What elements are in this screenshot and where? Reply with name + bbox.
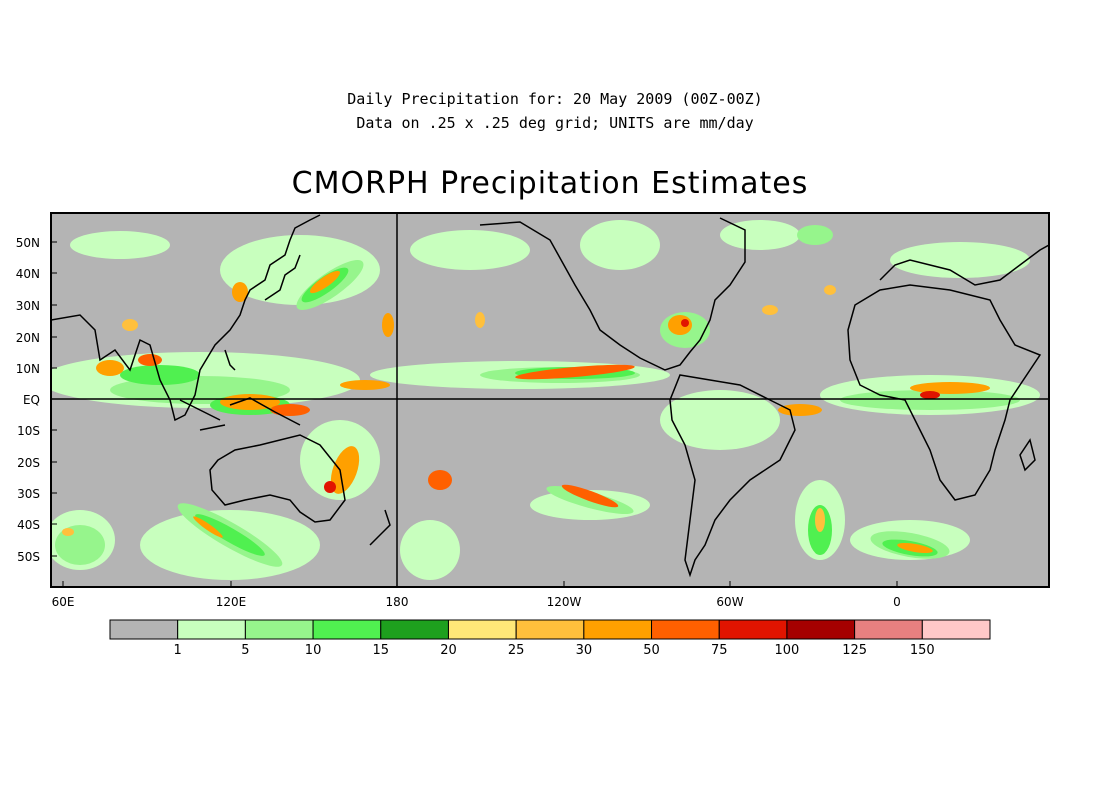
legend-color-swatch xyxy=(786,619,856,640)
coastline-islands xyxy=(179,349,301,431)
latitude-label: 50N xyxy=(16,236,40,250)
latitude-label: 50S xyxy=(17,550,40,564)
coastline-japan xyxy=(264,254,301,301)
latitude-label: 40S xyxy=(17,518,40,532)
latitude-label: EQ xyxy=(23,393,40,407)
legend-color-swatch xyxy=(651,619,720,640)
latitude-label: 10N xyxy=(16,362,40,376)
legend-label: 5 xyxy=(241,643,249,658)
latitude-label: 30N xyxy=(16,299,40,313)
legend-label: 20 xyxy=(440,643,457,658)
coastline-new-zealand xyxy=(369,509,391,546)
longitude-label: 180 xyxy=(386,595,409,609)
color-scale-legend: 1 5 10 15 20 25 30 50 75 100 125 150 xyxy=(109,619,991,658)
legend-color-swatch xyxy=(515,619,585,640)
latitude-label: 20S xyxy=(17,456,40,470)
coastline-south-america xyxy=(669,374,796,578)
legend-label: 50 xyxy=(643,643,660,658)
latitude-label: 40N xyxy=(16,267,40,281)
legend-label: 15 xyxy=(372,643,389,658)
precip-intense-areas xyxy=(62,270,990,554)
legend-label: 10 xyxy=(305,643,322,658)
legend-color-swatch xyxy=(312,619,382,640)
legend-label: 75 xyxy=(711,643,728,658)
legend-color-swatch xyxy=(718,619,788,640)
legend-color-swatch xyxy=(244,619,314,640)
longitude-label: 120W xyxy=(547,595,582,609)
coastline-asia xyxy=(51,214,321,422)
coastline-north-america xyxy=(479,217,746,371)
map-title: CMORPH Precipitation Estimates xyxy=(291,166,809,201)
coastlines xyxy=(51,214,1049,578)
legend-label: 150 xyxy=(910,643,935,658)
precipitation-field xyxy=(51,220,1040,580)
longitude-label: 120E xyxy=(216,595,247,609)
longitude-label: 60W xyxy=(716,595,743,609)
legend-color-swatch xyxy=(380,619,449,640)
legend-color-swatch xyxy=(177,619,246,640)
longitude-label: 60E xyxy=(52,595,75,609)
latitude-label: 20N xyxy=(16,331,40,345)
coastline-madagascar xyxy=(1019,438,1036,472)
latitude-label: 10S xyxy=(17,424,40,438)
longitude-label: 0 xyxy=(893,595,901,609)
legend-color-swatch xyxy=(447,619,517,640)
legend-color-swatch xyxy=(854,619,923,640)
legend-color-swatch xyxy=(109,619,179,640)
coastline-australia xyxy=(209,434,346,523)
longitude-axis: 60E 120E 180 120W 60W 0 xyxy=(52,581,901,609)
coastline-africa xyxy=(847,284,1042,501)
coastline-europe xyxy=(879,244,1049,286)
subtitle-date: Daily Precipitation for: 20 May 2009 (00… xyxy=(347,90,763,108)
latitude-axis: 50N 40N 30N 20N 10N EQ 10S 20S 30S 40S 50S xyxy=(16,236,57,564)
map-frame xyxy=(50,212,1050,588)
subtitle-grid-units: Data on .25 x .25 deg grid; UNITS are mm… xyxy=(356,114,754,132)
legend-color-swatch xyxy=(921,619,991,640)
legend-label: 30 xyxy=(576,643,593,658)
legend-color-swatch xyxy=(583,619,653,640)
legend-label: 1 xyxy=(174,643,182,658)
legend-label: 125 xyxy=(842,643,867,658)
legend-label: 100 xyxy=(775,643,800,658)
legend-label: 25 xyxy=(508,643,525,658)
latitude-label: 30S xyxy=(17,487,40,501)
